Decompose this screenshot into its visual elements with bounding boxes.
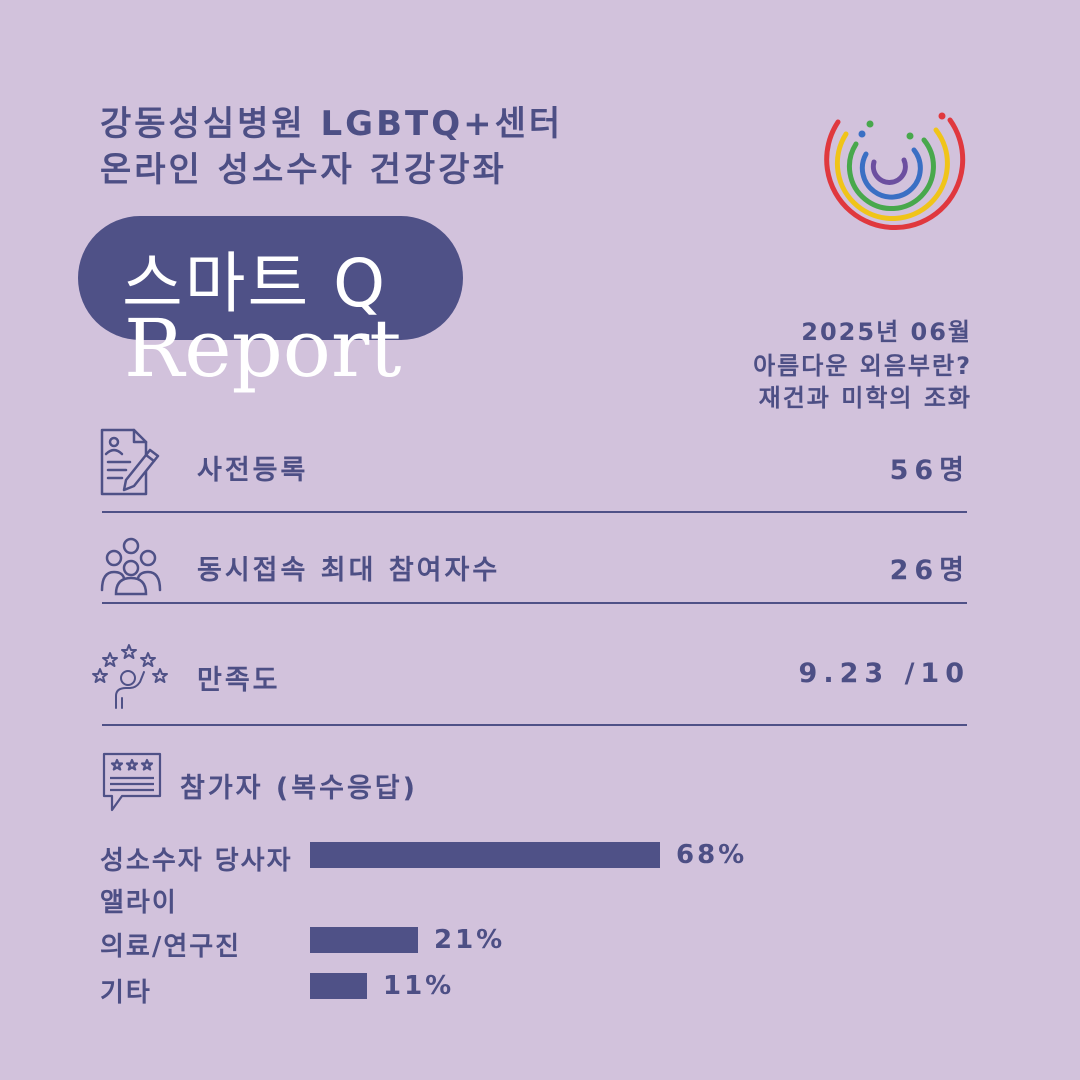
bar-label: 성소수자 당사자	[100, 846, 293, 876]
participants-title: 참가자 (복수응답)	[180, 773, 418, 804]
lecture-title: 온라인 성소수자 건강강좌	[100, 150, 507, 190]
bar-label: 앨라이	[100, 888, 178, 918]
stat-label-concurrent: 동시접속 최대 참여자수	[197, 555, 501, 586]
topic-line-1: 아름다운 외음부란?	[753, 352, 972, 380]
satisfaction-stars-icon	[92, 644, 168, 709]
bar-fill	[310, 973, 367, 999]
divider	[102, 602, 967, 604]
stat-value-concurrent: 26명	[889, 555, 970, 586]
center-title: 강동성심병원 LGBTQ+센터	[100, 104, 564, 144]
badge-title: 스마트 Q	[122, 245, 388, 322]
divider	[102, 724, 967, 726]
bar-fill	[310, 927, 418, 953]
people-group-icon	[100, 537, 162, 596]
bar-fill	[310, 842, 660, 868]
review-speech-bubble-icon	[102, 752, 162, 812]
bar-value: 68%	[676, 840, 748, 870]
registration-form-icon	[100, 428, 160, 496]
title-badge	[78, 216, 463, 340]
rainbow-logo-icon	[824, 112, 966, 231]
divider	[102, 511, 967, 513]
bar-label: 기타	[100, 978, 152, 1008]
report-date: 2025년 06월	[801, 318, 972, 346]
stat-label-registration: 사전등록	[197, 455, 309, 486]
bar-value: 21%	[434, 925, 506, 955]
stat-value-registration: 56명	[889, 455, 970, 486]
badge-subtitle: Report	[124, 302, 402, 395]
bar-label: 의료/연구진	[100, 932, 242, 962]
stat-value-satisfaction: 9.23 /10	[798, 658, 970, 689]
stat-label-satisfaction: 만족도	[197, 665, 281, 696]
bar-value: 11%	[383, 971, 455, 1001]
topic-line-2: 재건과 미학의 조화	[758, 384, 972, 412]
